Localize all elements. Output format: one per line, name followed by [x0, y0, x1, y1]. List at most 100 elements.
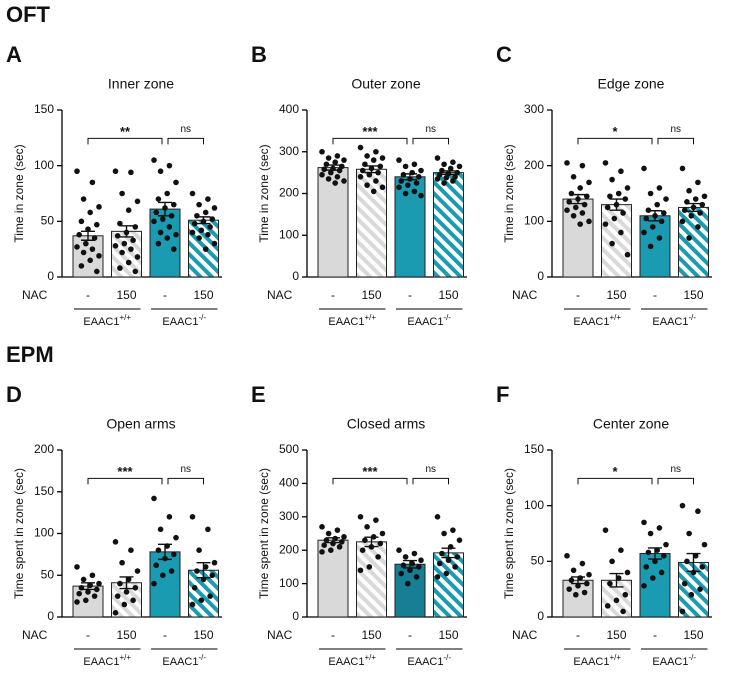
- y-tick-label: 200: [34, 442, 54, 456]
- x-tick-label: -: [408, 628, 412, 642]
- significance-bracket: [167, 477, 204, 485]
- group-label: EAAC1+/+: [573, 653, 621, 668]
- data-point: [334, 174, 341, 180]
- error-bar: [403, 173, 417, 181]
- y-tick-label: 500: [279, 442, 299, 456]
- data-point: [618, 229, 624, 236]
- data-point: [132, 224, 139, 230]
- x-tick-label: 150: [606, 288, 626, 302]
- panel-label: E: [251, 382, 266, 407]
- data-point: [155, 240, 162, 247]
- data-point: [622, 591, 629, 598]
- data-point: [456, 537, 463, 543]
- significance-bracket: [332, 137, 408, 145]
- data-point: [658, 569, 665, 576]
- x-tick-label: 150: [193, 288, 213, 302]
- data-point: [173, 231, 179, 238]
- data-point: [130, 237, 136, 244]
- group-name: EAAC1: [328, 316, 364, 328]
- data-point: [379, 184, 386, 191]
- data-point: [112, 168, 119, 175]
- group-name: EAAC1: [652, 656, 688, 668]
- data-point: [334, 527, 341, 533]
- data-point: [405, 182, 411, 188]
- panel-label: C: [496, 42, 512, 67]
- group-label: EAAC1-/-: [162, 653, 206, 668]
- row-label: NAC: [22, 628, 48, 642]
- data-point: [579, 560, 586, 567]
- data-point: [151, 580, 157, 587]
- data-point: [454, 554, 461, 560]
- x-tick-label: 150: [683, 628, 703, 642]
- data-point: [618, 547, 624, 553]
- data-point: [568, 577, 575, 584]
- data-point: [123, 589, 130, 595]
- y-axis-label: Time in zone (sec): [502, 144, 516, 242]
- data-point: [373, 178, 379, 184]
- data-point: [157, 168, 164, 175]
- error-bar: [364, 165, 379, 174]
- significance-label: ***: [362, 124, 378, 139]
- data-point: [620, 608, 626, 615]
- panel-label: A: [6, 42, 22, 67]
- data-point: [686, 187, 692, 194]
- data-point: [418, 192, 424, 199]
- data-point: [74, 168, 80, 175]
- data-point: [91, 593, 98, 599]
- data-point: [74, 564, 80, 570]
- data-point: [87, 582, 93, 589]
- data-point: [570, 212, 577, 219]
- data-point: [209, 572, 216, 579]
- y-tick-label: 300: [279, 144, 299, 158]
- data-point: [434, 176, 441, 182]
- data-point: [205, 231, 211, 238]
- significance-label: ns: [670, 124, 681, 135]
- data-point: [654, 201, 660, 208]
- panel-label: B: [251, 42, 267, 67]
- data-point: [132, 584, 139, 591]
- data-point: [697, 586, 703, 592]
- error-bar: [119, 225, 134, 238]
- row-label: NAC: [512, 628, 538, 642]
- data-point: [211, 240, 218, 247]
- error-bar: [609, 198, 624, 211]
- data-point: [125, 207, 132, 213]
- y-tick-label: 150: [34, 102, 54, 116]
- x-tick-label: -: [408, 288, 412, 302]
- data-point: [132, 268, 139, 275]
- data-point: [198, 227, 205, 234]
- data-point: [656, 185, 663, 191]
- y-tick-label: 150: [34, 484, 54, 498]
- data-point: [191, 220, 198, 227]
- data-point: [191, 584, 198, 591]
- data-point: [441, 530, 447, 537]
- data-point: [83, 240, 89, 247]
- data-point: [684, 558, 690, 565]
- data-point: [341, 178, 347, 184]
- data-point: [366, 564, 373, 570]
- data-point: [602, 160, 609, 166]
- data-point: [323, 537, 330, 543]
- data-point: [441, 161, 447, 168]
- data-point: [611, 215, 618, 222]
- data-point: [398, 178, 405, 184]
- group-name: EAAC1: [407, 656, 443, 668]
- data-point: [604, 603, 611, 609]
- data-point: [609, 558, 615, 565]
- group-name: EAAC1: [407, 316, 443, 328]
- data-point: [96, 204, 102, 210]
- error-bar: [648, 547, 662, 560]
- data-point: [134, 254, 141, 260]
- data-point: [119, 249, 125, 256]
- data-point: [566, 586, 572, 592]
- data-point: [604, 204, 611, 211]
- data-point: [205, 526, 211, 533]
- data-point: [622, 196, 629, 202]
- data-point: [656, 525, 663, 531]
- data-point: [701, 193, 708, 200]
- data-point: [74, 244, 80, 250]
- data-point: [573, 204, 579, 211]
- chart-title: Closed arms: [347, 416, 426, 432]
- data-point: [607, 193, 613, 200]
- data-point: [566, 199, 572, 205]
